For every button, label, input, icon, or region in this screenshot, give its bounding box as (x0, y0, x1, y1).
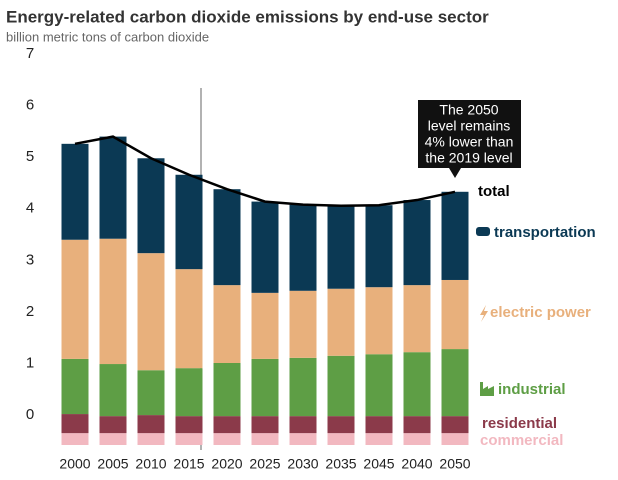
bar-segment (441, 279, 469, 350)
bar-segment (99, 364, 127, 417)
bar-segment (99, 238, 127, 365)
bar-segment (403, 200, 431, 286)
bar-segment (175, 433, 203, 445)
chart-subtitle: billion metric tons of carbon dioxide (6, 29, 209, 44)
bar-segment (99, 433, 127, 445)
bar-segment (365, 354, 393, 417)
bar-segment (327, 288, 355, 356)
bar-segment (61, 239, 89, 359)
bar-segment (175, 368, 203, 417)
bar-segment (327, 433, 355, 445)
x-tick-label: 2045 (363, 456, 394, 472)
y-tick-label: 5 (26, 148, 34, 165)
bar-segment (289, 357, 317, 417)
bar-segment (137, 158, 165, 254)
x-tick-label: 2025 (249, 456, 280, 472)
bar-segment (403, 416, 431, 434)
x-tick-label: 2015 (173, 456, 204, 472)
bar-segment (99, 136, 127, 239)
bar-segment (251, 201, 279, 293)
bar-segment (213, 363, 241, 417)
y-tick-label: 6 (26, 97, 34, 114)
bar-segment (289, 416, 317, 434)
annotation-text: level remains (428, 118, 510, 134)
y-tick-label: 7 (26, 45, 34, 62)
x-tick-label: 2035 (325, 456, 356, 472)
bar-segment (213, 433, 241, 445)
bar-segment (289, 433, 317, 445)
bar-segment (61, 358, 89, 415)
bar-segment (137, 415, 165, 434)
annotation-text: The 2050 (439, 102, 498, 118)
bar-segment (441, 191, 469, 280)
bar-segment (441, 349, 469, 417)
legend-label: residential (482, 415, 557, 432)
bar-segment (327, 355, 355, 417)
bar-segment (403, 352, 431, 417)
bar-segment (137, 433, 165, 445)
bar-segment (213, 285, 241, 364)
bar-segment (365, 416, 393, 434)
bar-segment (441, 433, 469, 445)
bar-segment (365, 205, 393, 288)
bar-segment (213, 189, 241, 286)
bar-segment (365, 287, 393, 355)
legend-label: electric power (490, 304, 591, 321)
total-label: total (478, 183, 510, 200)
bar-segment (403, 433, 431, 445)
annotation-text: the 2019 level (425, 150, 512, 166)
x-tick-label: 2030 (287, 456, 318, 472)
x-tick-label: 2040 (401, 456, 432, 472)
bar-segment (175, 416, 203, 434)
transport-icon (476, 227, 490, 236)
x-tick-label: 2005 (97, 456, 128, 472)
x-tick-label: 2000 (59, 456, 90, 472)
y-tick-label: 0 (26, 406, 34, 423)
x-tick-label: 2050 (439, 456, 470, 472)
bar-segment (61, 414, 89, 434)
bar-segment (137, 370, 165, 416)
bar-segment (99, 416, 127, 434)
bar-segment (251, 433, 279, 445)
industry-icon (480, 382, 494, 396)
bar-segment (441, 416, 469, 434)
bar-segment (175, 174, 203, 270)
x-tick-label: 2010 (135, 456, 166, 472)
bar-segment (175, 269, 203, 369)
legend-label: industrial (498, 381, 566, 398)
bar-segment (251, 416, 279, 434)
bar-segment (137, 253, 165, 371)
y-tick-label: 4 (26, 200, 34, 217)
y-tick-label: 1 (26, 354, 34, 371)
bar-segment (61, 433, 89, 445)
bar-segment (213, 416, 241, 434)
bar-segment (327, 416, 355, 434)
legend-label: commercial (480, 432, 563, 449)
bar-segment (403, 285, 431, 353)
power-icon (480, 305, 488, 322)
bar-segment (251, 358, 279, 417)
bar-segment (61, 143, 89, 240)
total-line (74, 135, 456, 207)
bar-segment (251, 292, 279, 359)
y-tick-label: 2 (26, 303, 34, 320)
chart-title: Energy-related carbon dioxide emissions … (6, 7, 489, 26)
legend-label: transportation (494, 224, 596, 241)
bar-segment (365, 433, 393, 445)
bar-segment (289, 204, 317, 291)
y-tick-label: 3 (26, 251, 34, 268)
bar-segment (327, 205, 355, 289)
x-tick-label: 2020 (211, 456, 242, 472)
annotation-box (418, 100, 521, 178)
annotation-text: 4% lower than (425, 134, 514, 150)
bar-segment (289, 290, 317, 358)
